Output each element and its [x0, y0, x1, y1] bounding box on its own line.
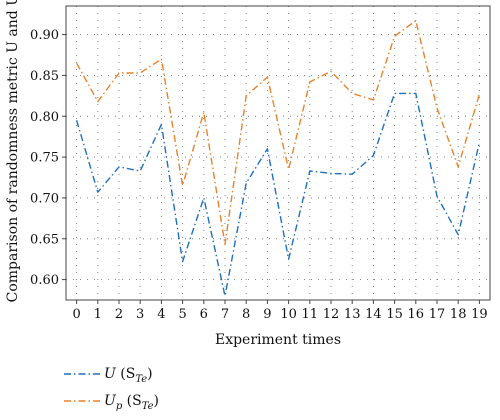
x-tick-label: 13: [344, 307, 361, 322]
x-tick-label: 19: [471, 307, 488, 322]
y-tick-label: 0.85: [30, 69, 59, 84]
x-tick-label: 0: [72, 307, 80, 322]
legend-label-u: U (STe): [104, 366, 153, 385]
x-tick-label: 18: [450, 307, 467, 322]
y-ticks: 0.60 0.65 0.70 0.75 0.80 0.85 0.90: [30, 28, 66, 288]
legend-label-up-open: (S: [122, 393, 142, 409]
x-tick-label: 9: [263, 307, 271, 322]
plot-area-frame: [65, 5, 491, 301]
x-tick-label: 10: [280, 307, 297, 322]
y-tick-label: 0.90: [30, 28, 59, 43]
legend: U (STe) Up (STe): [64, 366, 159, 412]
x-tick-label: 3: [136, 307, 144, 322]
y-axis-title-main: Comparison of randomness metric U and U: [5, 0, 21, 302]
legend-label-u-close: ): [147, 366, 152, 382]
x-axis-title: Experiment times: [215, 332, 341, 348]
x-tick-label: 5: [178, 307, 186, 322]
x-tick-label: 7: [221, 307, 229, 322]
legend-label-u-open: (S: [116, 366, 136, 382]
y-axis-title: Comparison of randomness metric U and Up: [5, 0, 24, 302]
x-tick-label: 16: [408, 307, 425, 322]
x-ticks: 0 1 2 3 4 5 6 7 8 9 10 11 12 13 14 15 16 17 18 19: [72, 300, 488, 322]
grid-layer: [66, 6, 490, 300]
legend-label-up-main: U: [104, 393, 117, 409]
legend-label-up-close: ): [154, 393, 159, 409]
legend-label-up-main-sub: p: [116, 401, 123, 412]
legend-label-u-main: U: [104, 366, 117, 382]
series-layer: [75, 20, 481, 297]
x-tick-label: 6: [200, 307, 208, 322]
x-tick-label: 8: [242, 307, 250, 322]
x-tick-label: 11: [302, 307, 319, 322]
legend-item-u: U (STe): [64, 366, 153, 385]
y-tick-label: 0.75: [30, 151, 59, 166]
x-tick-label: 1: [94, 307, 102, 322]
series-line-u: [75, 92, 481, 297]
y-tick-label: 0.70: [30, 191, 59, 206]
y-tick-label: 0.60: [30, 273, 59, 288]
legend-item-up: Up (STe): [64, 393, 159, 412]
x-tick-label: 2: [115, 307, 123, 322]
x-tick-label: 12: [323, 307, 340, 322]
series-line-up: [75, 20, 481, 246]
y-tick-label: 0.80: [30, 110, 59, 125]
x-tick-label: 15: [386, 307, 403, 322]
legend-label-up: Up (STe): [104, 393, 159, 412]
x-tick-label: 17: [429, 307, 446, 322]
legend-label-up-sub: Te: [142, 401, 154, 412]
x-tick-label: 14: [365, 307, 382, 322]
legend-label-u-sub: Te: [135, 374, 147, 385]
y-tick-label: 0.65: [30, 232, 59, 247]
x-tick-label: 4: [157, 307, 165, 322]
